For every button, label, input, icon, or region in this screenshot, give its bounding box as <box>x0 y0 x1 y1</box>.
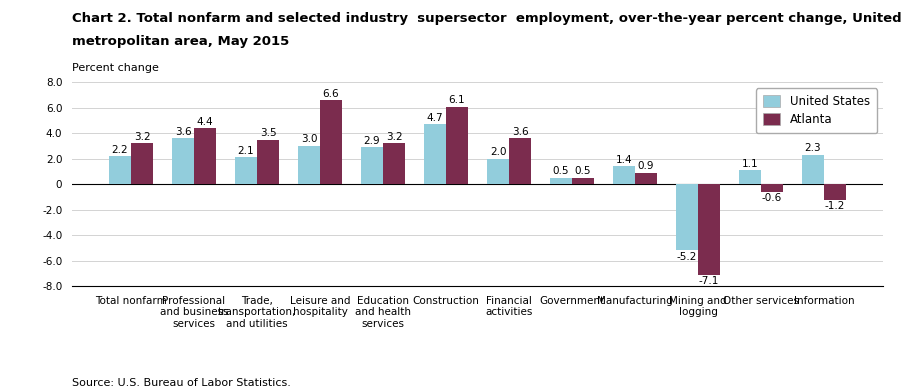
Text: 0.9: 0.9 <box>638 161 654 171</box>
Bar <box>383 143 405 184</box>
Bar <box>676 184 698 250</box>
Bar <box>320 100 342 184</box>
Text: 6.1: 6.1 <box>449 95 465 105</box>
Bar <box>761 184 783 192</box>
Text: 4.4: 4.4 <box>196 117 214 127</box>
Text: 6.6: 6.6 <box>323 89 340 99</box>
Bar <box>361 147 383 184</box>
Bar <box>424 124 446 184</box>
Bar <box>446 107 469 184</box>
Text: 1.4: 1.4 <box>615 155 633 165</box>
Text: Source: U.S. Bureau of Labor Statistics.: Source: U.S. Bureau of Labor Statistics. <box>72 378 291 388</box>
Bar <box>635 173 657 184</box>
Text: -7.1: -7.1 <box>699 276 719 286</box>
Bar <box>298 146 320 184</box>
Bar <box>698 184 720 275</box>
Text: 2.2: 2.2 <box>112 145 128 155</box>
Bar <box>109 156 131 184</box>
Text: 2.0: 2.0 <box>490 147 506 157</box>
Bar <box>509 138 531 184</box>
Bar <box>235 158 257 184</box>
Bar <box>172 138 194 184</box>
Text: 2.9: 2.9 <box>364 136 380 146</box>
Text: 3.0: 3.0 <box>301 134 317 145</box>
Bar <box>572 178 594 184</box>
Bar <box>739 170 761 184</box>
Bar <box>824 184 846 200</box>
Text: 4.7: 4.7 <box>427 113 443 123</box>
Text: 2.1: 2.1 <box>238 146 254 156</box>
Text: 3.2: 3.2 <box>133 132 150 142</box>
Bar <box>194 128 216 184</box>
Text: 0.5: 0.5 <box>553 166 569 176</box>
Text: 3.5: 3.5 <box>259 128 277 138</box>
Text: -0.6: -0.6 <box>762 193 782 203</box>
Bar <box>257 140 279 184</box>
Text: -5.2: -5.2 <box>677 252 697 262</box>
Text: metropolitan area, May 2015: metropolitan area, May 2015 <box>72 35 289 48</box>
Legend: United States, Atlanta: United States, Atlanta <box>756 88 877 133</box>
Bar <box>613 166 635 184</box>
Text: 0.5: 0.5 <box>575 166 591 176</box>
Text: Percent change: Percent change <box>72 63 159 73</box>
Text: 1.1: 1.1 <box>742 159 759 169</box>
Text: 3.6: 3.6 <box>512 127 528 137</box>
Bar <box>487 159 509 184</box>
Text: 3.2: 3.2 <box>386 132 403 142</box>
Text: 2.3: 2.3 <box>805 143 822 153</box>
Text: 3.6: 3.6 <box>175 127 191 137</box>
Bar <box>550 178 572 184</box>
Text: Chart 2. Total nonfarm and selected industry  supersector  employment, over-the-: Chart 2. Total nonfarm and selected indu… <box>72 12 901 25</box>
Bar <box>802 155 824 184</box>
Text: -1.2: -1.2 <box>825 201 845 211</box>
Bar <box>131 143 153 184</box>
